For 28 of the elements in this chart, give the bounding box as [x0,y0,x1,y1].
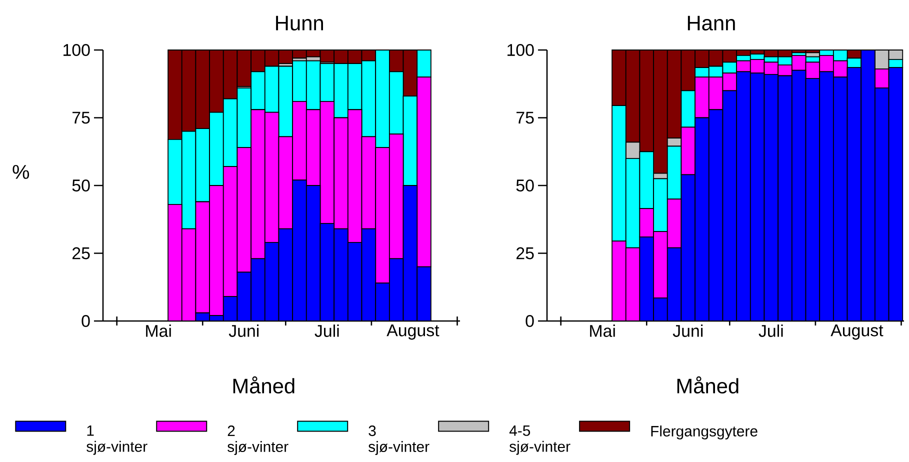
y-tick-label: 0 [526,315,534,327]
legend-label: 3 sjø-vinter [368,426,430,455]
x-tick-label: Juni [228,324,259,337]
y-tick-label: 50 [72,180,90,192]
y-tick-label: 25 [72,247,90,260]
y-tick-label: 100 [64,44,90,56]
y-tick-label: 25 [516,247,534,260]
y-tick-label: 0 [82,315,90,327]
x-tick-label: Juli [758,324,783,337]
x-tick-label: Mai [146,324,171,337]
x-tick-label: Juli [314,324,339,337]
y-tick-label: 50 [516,180,534,192]
y-tick-label: 75 [516,112,534,124]
x-tick-label: August [386,324,440,340]
x-tick-label: Mai [590,324,615,337]
y-axis-title: % [12,164,30,179]
x-axis-title: Måned [233,376,294,394]
chart-title: Hunn [276,16,323,30]
legend-label: 1 sjø-vinter [86,426,148,455]
x-tick-label: Juni [672,324,703,337]
y-tick-label: 100 [508,44,534,56]
legend-label: 2 sjø-vinter [228,426,288,455]
x-tick-label: August [830,324,884,340]
legend-label: Flergangsgytere [651,426,758,440]
chart-title: Hann [688,16,735,30]
y-tick-label: 75 [72,112,90,124]
x-axis-title: Måned [677,376,738,394]
legend-label: 4-5 sjø-vinter [509,426,570,455]
